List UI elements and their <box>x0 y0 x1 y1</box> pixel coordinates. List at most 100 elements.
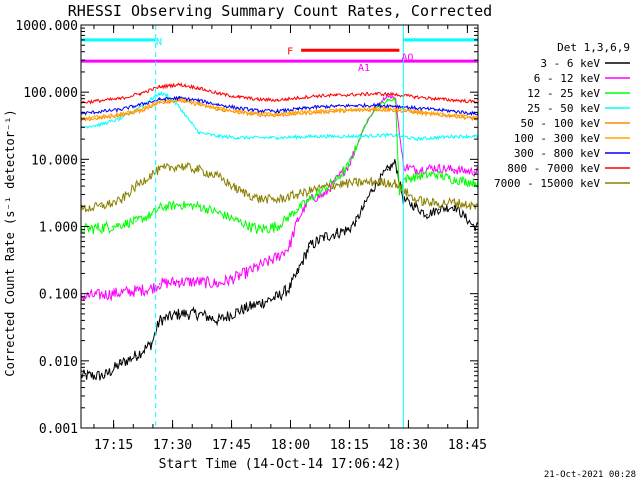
data-point <box>237 96 239 98</box>
data-point <box>99 123 102 126</box>
data-point <box>335 183 338 186</box>
series-line <box>81 97 478 121</box>
data-point <box>394 105 397 107</box>
data-point <box>111 225 114 228</box>
x-axis-label: Start Time (14-Oct-14 17:06:42) <box>159 457 402 472</box>
y-tick-label: 100.000 <box>23 86 78 101</box>
data-point <box>119 97 122 100</box>
y-tick-label: 0.001 <box>39 422 78 437</box>
data-point <box>158 283 161 285</box>
data-point <box>257 197 259 200</box>
data-point <box>434 112 436 115</box>
data-point <box>217 212 220 214</box>
data-point <box>139 108 141 111</box>
data-point <box>166 94 169 96</box>
data-point <box>198 131 200 134</box>
data-point <box>453 168 456 171</box>
data-point <box>453 114 456 116</box>
data-point <box>135 220 137 222</box>
series-100-300keV-group <box>81 97 478 121</box>
y-tick-label: 1000.000 <box>15 19 78 34</box>
data-point <box>316 95 318 97</box>
data-point <box>119 118 122 120</box>
legend: 3 - 6 keV 6 - 12 keV 12 - 25 keV 25 - 50 ke… <box>494 57 630 190</box>
data-point <box>217 319 220 322</box>
data-point <box>414 110 416 112</box>
data-point <box>288 287 291 290</box>
data-point <box>426 213 428 216</box>
data-point <box>257 112 259 115</box>
data-point <box>135 354 137 357</box>
data-point <box>276 113 279 115</box>
data-point <box>198 87 200 89</box>
x-tick-label: 18:30 <box>389 438 428 453</box>
y-tick-label: 1.000 <box>39 221 78 236</box>
data-point <box>347 165 350 167</box>
data-point <box>473 135 475 138</box>
data-point <box>453 99 456 101</box>
data-point <box>316 110 318 112</box>
data-point <box>217 135 220 138</box>
data-point <box>103 374 106 377</box>
data-point <box>414 176 416 178</box>
data-point <box>178 98 181 101</box>
series-3-6keV-group <box>81 159 478 381</box>
data-point <box>178 204 181 206</box>
data-point <box>217 108 220 111</box>
series-line <box>81 98 478 235</box>
data-point <box>296 208 299 211</box>
data-point <box>355 104 357 107</box>
data-point <box>335 94 338 96</box>
footer-timestamp: 21-Oct-2021 00:28 <box>544 470 636 480</box>
data-point <box>276 256 279 258</box>
data-point <box>355 93 357 96</box>
data-point <box>434 136 436 139</box>
data-point <box>355 135 357 138</box>
data-point <box>257 98 259 101</box>
legend-label: 800 - 7000 keV <box>507 162 600 175</box>
data-point <box>375 107 377 110</box>
data-point <box>453 135 456 138</box>
data-point <box>111 292 114 295</box>
data-point <box>198 313 200 315</box>
legend-label: 3 - 6 keV <box>540 57 600 70</box>
series-25-50keV-group <box>81 91 478 142</box>
data-point <box>237 110 239 112</box>
data-point <box>437 208 440 211</box>
data-point <box>363 126 365 129</box>
data-point <box>158 100 161 103</box>
data-point <box>296 111 299 114</box>
data-point <box>316 106 318 108</box>
data-point <box>198 99 200 102</box>
data-point <box>296 97 299 99</box>
x-tick-label: 17:45 <box>212 438 251 453</box>
x-tick-label: 18:15 <box>330 438 369 453</box>
series-line <box>81 82 478 105</box>
data-point <box>276 99 279 101</box>
attenuator-marker-label: AO <box>401 52 413 63</box>
data-point <box>190 122 192 124</box>
data-point <box>335 178 338 181</box>
data-point <box>355 146 357 149</box>
data-point <box>99 205 102 208</box>
data-point <box>217 107 220 109</box>
data-point <box>386 134 389 136</box>
legend-label: 7000 - 15000 keV <box>494 177 600 190</box>
data-point <box>151 173 153 175</box>
data-point <box>375 92 377 95</box>
data-point <box>276 295 279 298</box>
data-point <box>198 205 200 208</box>
data-point <box>394 182 397 185</box>
data-point <box>158 207 161 209</box>
data-point <box>237 107 239 109</box>
data-point <box>237 136 239 139</box>
data-point <box>158 98 161 101</box>
data-point <box>453 201 456 203</box>
data-point <box>414 168 416 171</box>
data-point <box>375 104 377 106</box>
series-line <box>81 161 478 213</box>
data-point <box>178 99 181 102</box>
series-line <box>81 92 478 302</box>
data-point <box>288 245 291 248</box>
data-point <box>217 176 220 178</box>
